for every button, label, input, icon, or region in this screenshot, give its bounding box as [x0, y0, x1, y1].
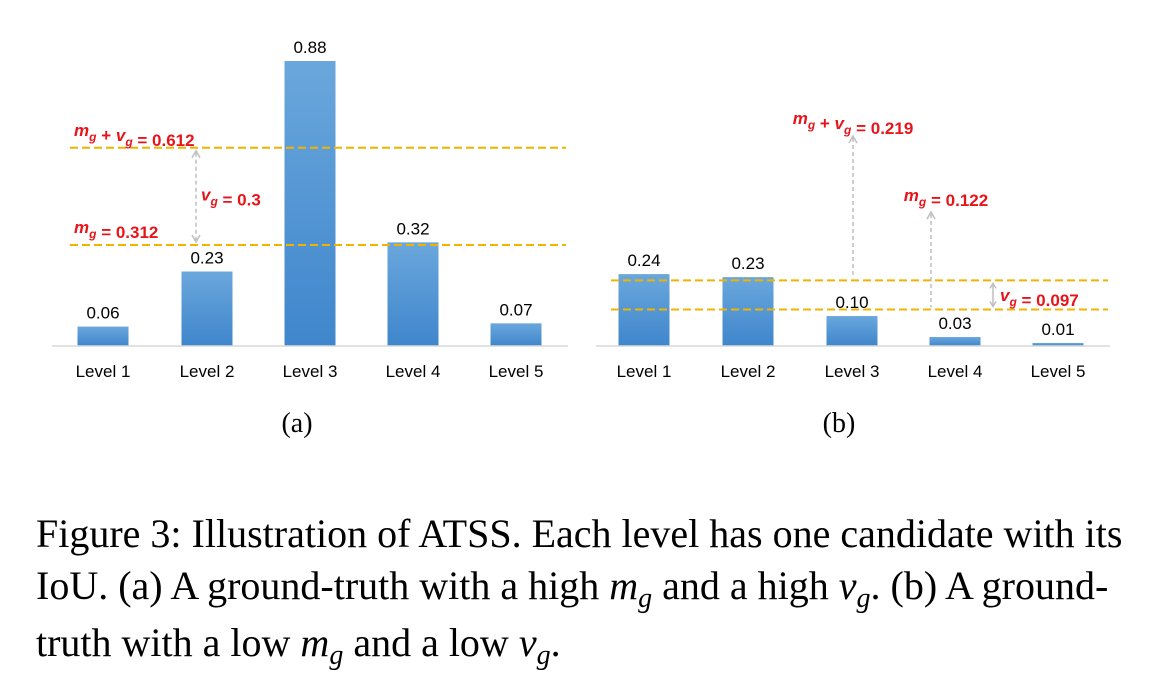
category-label-b-1: Level 1	[617, 362, 672, 381]
caption-sub-g-3: g	[329, 640, 344, 671]
value-label-b-4: 0.03	[938, 314, 971, 333]
figure-caption: Figure 3: Illustration of ATSS. Each lev…	[36, 508, 1146, 674]
mean-plus-std-label-b: mg + vg = 0.219	[793, 109, 914, 138]
spread-label-a: vg = 0.3	[201, 185, 261, 209]
caption-and-high: and a high	[662, 563, 829, 608]
spread-label-b: vg = 0.097	[1000, 286, 1079, 310]
category-label-a-3: Level 3	[283, 362, 338, 381]
spread-arrowhead-top-b	[989, 281, 997, 289]
caption-and-low: and a low	[353, 620, 509, 665]
mean-pointer-head-b	[926, 210, 936, 220]
bar-a-level-4	[387, 242, 439, 346]
bar-a-level-3	[284, 61, 336, 346]
caption-sub-g-2: g	[856, 583, 871, 614]
bar-a-level-2	[181, 271, 233, 346]
value-label-a-2: 0.23	[190, 249, 223, 268]
panel-label-b: (b)	[823, 408, 856, 439]
value-label-a-3: 0.88	[293, 38, 326, 57]
value-label-b-2: 0.23	[731, 254, 764, 273]
chart-b: 0.24 Level 1 0.23 Level 2 0.10 Level 3 0.03 Lev…	[596, 109, 1110, 381]
value-label-a-4: 0.32	[396, 219, 429, 238]
caption-b-part: . (b) A ground-truth with a low	[36, 563, 1109, 665]
value-label-a-1: 0.06	[86, 304, 119, 323]
value-label-b-3: 0.10	[835, 293, 868, 312]
mean-label-a: mg = 0.312	[74, 218, 158, 242]
value-label-a-5: 0.07	[499, 300, 532, 319]
bar-b-level-5	[1032, 343, 1084, 346]
caption-var-m: m	[609, 563, 639, 608]
value-label-b-1: 0.24	[627, 251, 660, 270]
category-label-a-4: Level 4	[386, 362, 441, 381]
category-label-b-5: Level 5	[1031, 362, 1086, 381]
panel-label-a: (a)	[281, 408, 312, 439]
category-label-b-3: Level 3	[825, 362, 880, 381]
bar-b-level-4	[929, 337, 981, 346]
caption-lead: Figure 3: Illustration of ATSS. Each lev…	[36, 511, 1123, 608]
category-label-a-2: Level 2	[180, 362, 235, 381]
category-label-b-2: Level 2	[721, 362, 776, 381]
mean-label-b: mg = 0.122	[904, 186, 988, 210]
bar-b-level-2	[722, 277, 774, 346]
mean-plus-std-pointer-head-b	[848, 134, 858, 144]
caption-var-v: v	[838, 563, 857, 608]
spread-arrowhead-bottom-b	[989, 301, 997, 308]
bar-a-level-5	[490, 323, 542, 346]
bar-b-level-3	[826, 316, 878, 346]
caption-sub-g-4: g	[536, 640, 551, 671]
spread-arrowhead-bottom-a	[191, 234, 201, 244]
value-label-b-5: 0.01	[1041, 320, 1074, 339]
spread-arrowhead-top-a	[191, 149, 201, 159]
bar-a-level-1	[77, 326, 129, 346]
caption-var-m-2: m	[300, 620, 330, 665]
caption-var-v-2: v	[518, 620, 537, 665]
caption-sub-g: g	[638, 583, 653, 614]
category-label-a-5: Level 5	[489, 362, 544, 381]
mean-plus-std-label-a: mg + vg = 0.612	[74, 121, 195, 150]
category-label-a-1: Level 1	[76, 362, 131, 381]
caption-end: .	[550, 620, 561, 665]
chart-a: 0.06 Level 1 0.23 Level 2 0.88 Level 3 0.32 Lev…	[52, 38, 568, 381]
category-label-b-4: Level 4	[928, 362, 983, 381]
